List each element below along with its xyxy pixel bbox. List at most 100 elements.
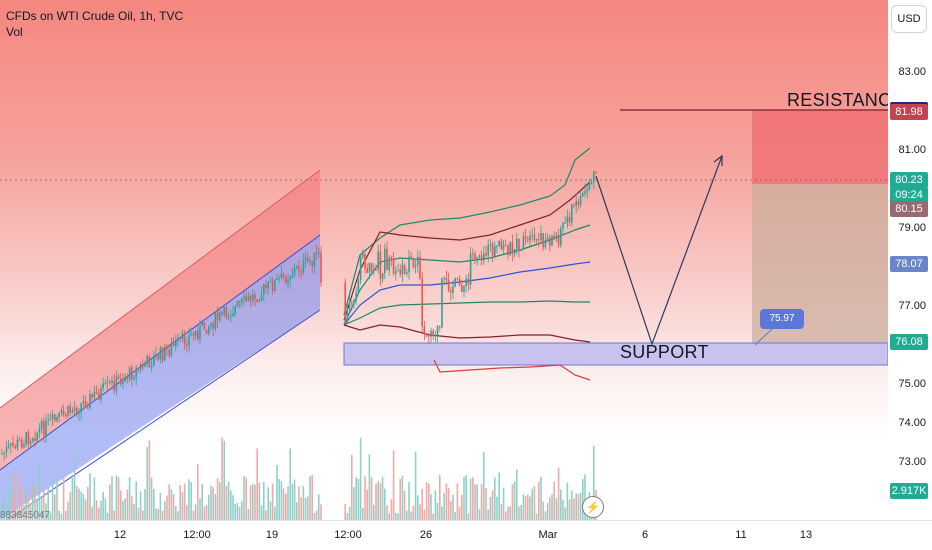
volume-bar <box>384 488 386 520</box>
candle-body <box>384 248 386 273</box>
candle-body <box>144 364 146 368</box>
volume-bar <box>38 463 41 520</box>
callout-pointer <box>754 328 773 346</box>
volume-bar <box>238 506 241 520</box>
candle-body <box>29 441 32 445</box>
candle-body <box>78 412 80 414</box>
volume-bar <box>289 448 291 520</box>
currency-button[interactable]: USD <box>891 5 927 33</box>
candle-body <box>313 252 316 267</box>
candle-body <box>117 376 120 379</box>
volume-bar <box>148 440 151 520</box>
symbol-title[interactable]: CFDs on WTI Crude Oil, 1h, TVC <box>6 9 184 23</box>
candle-body <box>98 392 100 400</box>
candle-body <box>307 257 309 262</box>
candle-body <box>56 417 58 421</box>
candle-body <box>73 408 76 411</box>
volume-bar <box>461 494 463 520</box>
volume-bar <box>150 477 153 520</box>
volume-bar <box>375 483 377 520</box>
time-tick: 11 <box>735 529 747 541</box>
volume-bar <box>230 490 232 520</box>
chart-pane[interactable]: CFDs on WTI Crude Oil, 1h, TVC Vol RESIS… <box>0 0 888 520</box>
candle-body <box>509 242 511 255</box>
volume-bar <box>260 505 263 520</box>
candle-body <box>214 312 217 329</box>
candle-body <box>192 333 195 336</box>
volume-bar <box>120 490 122 520</box>
volume-bar <box>392 450 395 520</box>
candle-body <box>18 439 21 441</box>
volume-bar <box>243 475 245 520</box>
candle-body <box>293 268 296 276</box>
volume-bar <box>124 498 126 520</box>
candle-body <box>428 334 430 337</box>
volume-bar <box>555 498 558 520</box>
volume-bar <box>309 476 311 520</box>
volume-bar <box>489 497 492 520</box>
candle-body <box>60 410 63 413</box>
volume-bar <box>381 476 384 520</box>
price-tag: 09:24 <box>890 186 928 203</box>
volume-bar <box>485 488 487 520</box>
candle-body <box>450 290 452 293</box>
candle-body <box>432 330 434 337</box>
price-axis[interactable]: 83.0081.0079.0077.0075.0074.0073.0082.03… <box>888 0 932 520</box>
volume-bar <box>577 494 580 520</box>
price-callout[interactable]: 75.97 <box>760 309 804 329</box>
volume-bar <box>201 484 203 520</box>
volume-bar <box>49 512 52 520</box>
volume-bar <box>278 479 280 520</box>
volume-bar <box>3 490 5 520</box>
candle-body <box>502 245 505 250</box>
volume-bar <box>109 484 111 520</box>
volume-bar <box>505 511 507 520</box>
volume-bar <box>51 480 54 520</box>
candle-body <box>439 326 441 328</box>
time-axis[interactable]: 12 12:00 19 12:00 26 Mar 6 11 13 <box>0 520 932 550</box>
candle-body <box>49 419 52 421</box>
volume-bar <box>500 504 503 520</box>
candle-body <box>498 241 500 247</box>
candle-body <box>65 414 67 417</box>
candle-body <box>390 257 393 259</box>
volume-bar <box>172 494 175 520</box>
candle-body <box>5 447 8 453</box>
candle-body <box>190 333 192 336</box>
volume-bar <box>566 482 569 520</box>
volume-bar <box>56 482 58 520</box>
lightning-icon[interactable]: ⚡ <box>582 496 604 518</box>
candle-body <box>355 292 357 300</box>
candle-body <box>348 302 351 309</box>
volume-bar <box>399 478 401 520</box>
volume-bar <box>353 487 355 520</box>
candle-body <box>531 234 533 237</box>
candle-body <box>516 238 518 250</box>
candle-body <box>474 253 476 259</box>
candle-body <box>366 268 368 273</box>
volume-bar <box>430 493 432 520</box>
volume-bar <box>540 476 542 520</box>
candle-body <box>564 222 566 224</box>
candle-body <box>456 278 459 280</box>
candle-body <box>595 171 597 174</box>
candle-body <box>111 380 113 383</box>
candle-body <box>87 407 89 409</box>
price-chart[interactable] <box>0 0 888 520</box>
candle-body <box>21 440 23 448</box>
candle-body <box>551 235 553 246</box>
volume-bar <box>313 513 316 520</box>
volume-bar <box>584 474 586 520</box>
time-tick: Mar <box>538 529 558 541</box>
volume-bar <box>194 504 197 520</box>
volume-indicator-label[interactable]: Vol <box>6 25 23 39</box>
volume-bar <box>520 505 522 520</box>
projection-arrow[interactable] <box>595 155 723 346</box>
volume-bar <box>69 492 71 520</box>
volume-bar <box>412 505 415 520</box>
candle-body <box>489 243 492 246</box>
candle-body <box>463 286 465 292</box>
volume-bar <box>234 503 236 520</box>
volume-bar <box>241 500 243 520</box>
volume-bar <box>117 477 120 520</box>
